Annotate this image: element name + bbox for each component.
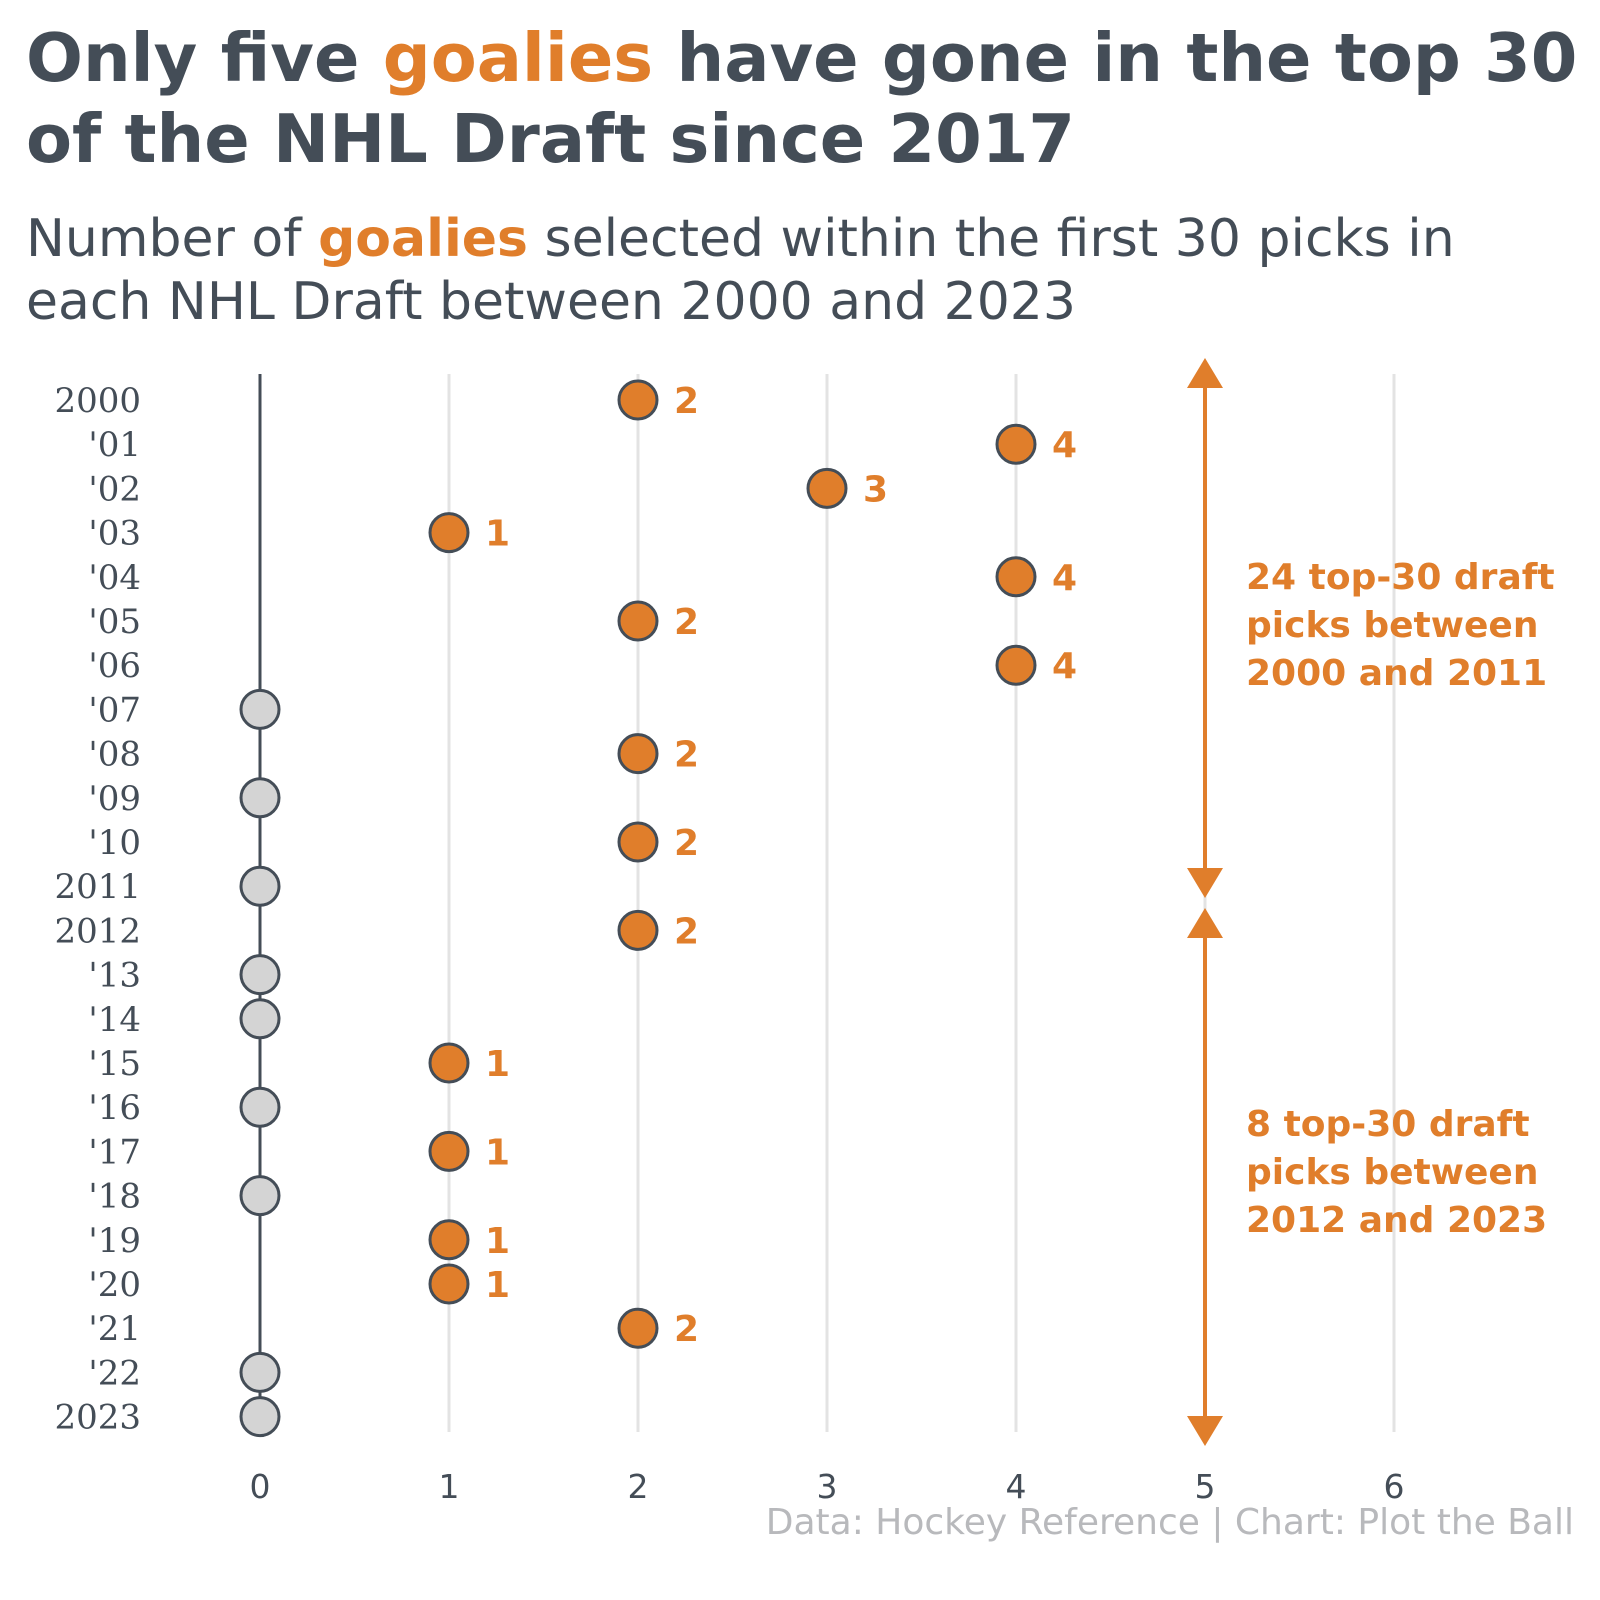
y-label-row-15: '15 — [88, 1044, 141, 1084]
y-label-row-16: '16 — [88, 1088, 141, 1128]
y-label-row-10: '10 — [88, 823, 141, 863]
value-label-row-19: 1 — [485, 1221, 510, 1262]
annotation-2000-2011: 24 top-30 draft picks between 2000 and 201… — [1246, 557, 1555, 694]
value-label-row-3: 1 — [485, 514, 510, 555]
point-row-6 — [995, 644, 1037, 686]
y-label-row-17: '17 — [88, 1132, 141, 1172]
point-row-0 — [617, 379, 659, 421]
value-label-row-17: 1 — [485, 1132, 510, 1173]
value-label-row-1: 4 — [1052, 425, 1077, 466]
value-label-row-10: 2 — [674, 823, 699, 864]
y-label-row-14: '14 — [88, 1000, 141, 1040]
y-label-row-19: '19 — [88, 1221, 141, 1261]
point-row-16 — [239, 1086, 281, 1128]
annotation-2000-2011-line-2: picks between — [1246, 605, 1538, 646]
subtitle-part-2: selected within the first 30 picks in ea… — [26, 209, 1455, 332]
value-label-row-0: 2 — [674, 381, 699, 422]
point-row-5 — [617, 600, 659, 642]
point-row-9 — [239, 777, 281, 819]
annotation-2000-2011-line-3: 2000 and 2011 — [1246, 653, 1547, 694]
y-label-row-9: '09 — [88, 779, 141, 819]
point-row-23 — [239, 1396, 281, 1438]
x-tick-label-4: 4 — [1006, 1467, 1027, 1506]
title-highlight: goalies — [382, 19, 654, 97]
y-label-row-20: '20 — [88, 1265, 141, 1305]
value-label-row-4: 4 — [1052, 558, 1077, 599]
y-label-row-1: '01 — [88, 425, 141, 465]
point-row-18 — [239, 1175, 281, 1217]
chart-subtitle: Number of goalies selected within the fi… — [26, 208, 1586, 334]
title-part-2: have gone in the top 30 of the NHL Draft… — [26, 19, 1578, 178]
value-label-row-15: 1 — [485, 1044, 510, 1085]
point-row-1 — [995, 423, 1037, 465]
point-row-4 — [995, 556, 1037, 598]
value-label-row-5: 2 — [674, 602, 699, 643]
point-row-12 — [617, 909, 659, 951]
point-row-3 — [428, 512, 470, 554]
point-row-13 — [239, 954, 281, 996]
arrow-2000-2011-head-bottom — [1187, 868, 1223, 898]
point-row-11 — [239, 865, 281, 907]
point-row-7 — [239, 688, 281, 730]
y-label-row-8: '08 — [88, 735, 141, 775]
x-tick-label-6: 6 — [1384, 1467, 1405, 1506]
x-axis-ticks: 0 1 2 3 4 5 6 — [250, 1467, 1405, 1506]
point-row-15 — [428, 1042, 470, 1084]
y-label-row-18: '18 — [88, 1177, 141, 1217]
y-label-row-5: '05 — [88, 602, 141, 642]
y-label-row-11: 2011 — [54, 867, 141, 907]
value-label-row-20: 1 — [485, 1265, 510, 1306]
annotation-2012-2023-line-1: 8 top-30 draft — [1246, 1104, 1530, 1145]
y-label-row-3: '03 — [88, 514, 141, 554]
y-label-row-2: '02 — [88, 469, 141, 509]
y-label-row-22: '22 — [88, 1353, 141, 1393]
chart-title: Only five goalies have gone in the top 3… — [26, 18, 1586, 180]
value-label-row-8: 2 — [674, 735, 699, 776]
source-credit: Data: Hockey Reference | Chart: Plot the… — [765, 1502, 1574, 1543]
point-row-2 — [806, 467, 848, 509]
arrow-2012-2023-head-top — [1187, 908, 1223, 938]
y-axis-labels: 2000'01'02'03'04'05'06'07'08'09'10201120… — [54, 381, 141, 1438]
point-row-21 — [617, 1307, 659, 1349]
value-label-row-6: 4 — [1052, 646, 1077, 687]
point-row-20 — [428, 1263, 470, 1305]
annotation-2012-2023-line-3: 2012 and 2023 — [1246, 1200, 1547, 1241]
y-label-row-23: 2023 — [54, 1398, 141, 1438]
y-label-row-7: '07 — [88, 690, 141, 730]
y-label-row-13: '13 — [88, 956, 141, 996]
point-row-8 — [617, 733, 659, 775]
x-tick-label-5: 5 — [1195, 1467, 1216, 1506]
annotation-2012-2023: 8 top-30 draft picks between 2012 and 2023 — [1246, 1104, 1547, 1241]
subtitle-highlight: goalies — [318, 209, 528, 269]
x-tick-label-1: 1 — [439, 1467, 460, 1506]
point-row-14 — [239, 998, 281, 1040]
point-row-19 — [428, 1219, 470, 1261]
arrow-2000-2011 — [1187, 358, 1223, 898]
arrow-2012-2023-head-bottom — [1187, 1416, 1223, 1446]
x-tick-label-0: 0 — [250, 1467, 271, 1506]
x-tick-label-2: 2 — [628, 1467, 649, 1506]
title-part-1: Only five — [26, 19, 383, 97]
subtitle-part-1: Number of — [26, 209, 319, 269]
arrow-2012-2023 — [1187, 908, 1223, 1446]
y-label-row-6: '06 — [88, 646, 141, 686]
annotation-2000-2011-line-1: 24 top-30 draft — [1246, 557, 1555, 598]
annotation-2012-2023-line-2: picks between — [1246, 1152, 1538, 1193]
arrow-2000-2011-head-top — [1187, 358, 1223, 388]
value-label-row-21: 2 — [674, 1309, 699, 1350]
point-row-22 — [239, 1351, 281, 1393]
y-label-row-12: 2012 — [54, 911, 141, 951]
x-tick-label-3: 3 — [817, 1467, 838, 1506]
point-row-10 — [617, 821, 659, 863]
y-label-row-0: 2000 — [54, 381, 141, 421]
annotations: 24 top-30 draft picks between 2000 and 201… — [1187, 358, 1555, 1446]
point-row-17 — [428, 1130, 470, 1172]
y-label-row-4: '04 — [88, 558, 141, 598]
y-label-row-21: '21 — [88, 1309, 141, 1349]
value-label-row-2: 3 — [863, 469, 888, 510]
value-label-row-12: 2 — [674, 911, 699, 952]
